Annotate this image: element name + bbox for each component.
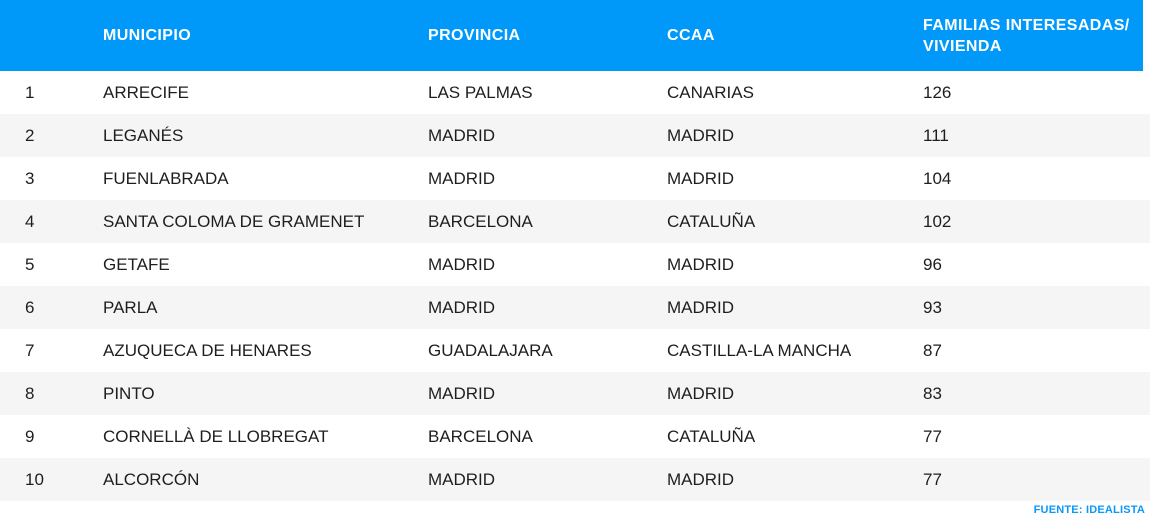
- cell-rank: 8: [25, 383, 35, 403]
- cell-provincia: MADRID: [428, 383, 496, 403]
- cell-provincia: MADRID: [428, 469, 496, 489]
- cell-provincia: GUADALAJARA: [428, 340, 553, 360]
- cell-ccaa: CASTILLA-LA MANCHA: [667, 340, 852, 360]
- cell-ccaa: CATALUÑA: [667, 211, 756, 231]
- cell-familias: 93: [923, 297, 942, 317]
- cell-familias: 111: [923, 125, 949, 145]
- header-cell-provincia: PROVINCIA: [428, 27, 521, 44]
- cell-rank: 1: [25, 82, 35, 102]
- cell-ccaa: CATALUÑA: [667, 426, 756, 446]
- table-row: 4 SANTA COLOMA DE GRAMENET BARCELONA CAT…: [0, 200, 1150, 243]
- cell-municipio: CORNELLÀ DE LLOBREGAT: [103, 426, 329, 446]
- cell-familias: 126: [923, 82, 952, 102]
- cell-familias: 104: [923, 168, 952, 188]
- cell-rank: 3: [25, 168, 35, 188]
- cell-familias: 102: [923, 211, 952, 231]
- cell-ccaa: MADRID: [667, 168, 735, 188]
- cell-familias: 87: [923, 340, 942, 360]
- cell-rank: 2: [25, 125, 35, 145]
- cell-familias: 96: [923, 254, 942, 274]
- cell-rank: 5: [25, 254, 35, 274]
- table-row: 2 LEGANÉS MADRID MADRID 111: [0, 114, 1150, 157]
- cell-ccaa: MADRID: [667, 297, 735, 317]
- header-familias-line1: FAMILIAS INTERESADAS/: [923, 16, 1130, 34]
- cell-ccaa: MADRID: [667, 383, 735, 403]
- cell-provincia: MADRID: [428, 125, 496, 145]
- cell-municipio: PARLA: [103, 297, 158, 317]
- table-row: 9 CORNELLÀ DE LLOBREGAT BARCELONA CATALU…: [0, 415, 1150, 458]
- cell-municipio: PINTO: [103, 383, 155, 403]
- header-cell-municipio: MUNICIPIO: [103, 27, 192, 44]
- cell-ccaa: CANARIAS: [667, 82, 754, 102]
- cell-municipio: GETAFE: [103, 254, 170, 274]
- cell-provincia: MADRID: [428, 297, 496, 317]
- table-row: 1 ARRECIFE LAS PALMAS CANARIAS 126: [0, 71, 1150, 114]
- header-familias-line2: VIVIENDA: [923, 37, 1002, 55]
- cell-municipio: ARRECIFE: [103, 82, 189, 102]
- table-body: 1 ARRECIFE LAS PALMAS CANARIAS 126 2 LEG…: [0, 71, 1159, 501]
- cell-provincia: MADRID: [428, 254, 496, 274]
- cell-familias: 77: [923, 469, 942, 489]
- cell-rank: 6: [25, 297, 35, 317]
- cell-ccaa: MADRID: [667, 254, 735, 274]
- cell-rank: 9: [25, 426, 35, 446]
- table-row: 10 ALCORCÓN MADRID MADRID 77: [0, 458, 1150, 501]
- cell-municipio: SANTA COLOMA DE GRAMENET: [103, 211, 365, 231]
- cell-municipio: FUENLABRADA: [103, 168, 229, 188]
- table-row: 3 FUENLABRADA MADRID MADRID 104: [0, 157, 1150, 200]
- cell-rank: 7: [25, 340, 35, 360]
- header-cell-familias: FAMILIAS INTERESADAS/ VIVIENDA: [923, 15, 1143, 57]
- header-cell-ccaa: CCAA: [667, 27, 715, 44]
- table-header-row: MUNICIPIO PROVINCIA CCAA FAMILIAS INTERE…: [0, 0, 1143, 71]
- cell-familias: 77: [923, 426, 942, 446]
- cell-provincia: BARCELONA: [428, 211, 533, 231]
- table-row: 6 PARLA MADRID MADRID 93: [0, 286, 1150, 329]
- table-row: 7 AZUQUECA DE HENARES GUADALAJARA CASTIL…: [0, 329, 1150, 372]
- table-row: 8 PINTO MADRID MADRID 83: [0, 372, 1150, 415]
- cell-municipio: LEGANÉS: [103, 125, 184, 145]
- cell-provincia: BARCELONA: [428, 426, 533, 446]
- cell-ccaa: MADRID: [667, 125, 735, 145]
- source-credit: FUENTE: IDEALISTA: [1033, 504, 1145, 516]
- cell-rank: 10: [25, 469, 44, 489]
- cell-provincia: LAS PALMAS: [428, 82, 533, 102]
- cell-provincia: MADRID: [428, 168, 496, 188]
- cell-municipio: AZUQUECA DE HENARES: [103, 340, 312, 360]
- cell-rank: 4: [25, 211, 35, 231]
- table-row: 5 GETAFE MADRID MADRID 96: [0, 243, 1150, 286]
- cell-familias: 83: [923, 383, 942, 403]
- cell-municipio: ALCORCÓN: [103, 469, 200, 489]
- cell-ccaa: MADRID: [667, 469, 735, 489]
